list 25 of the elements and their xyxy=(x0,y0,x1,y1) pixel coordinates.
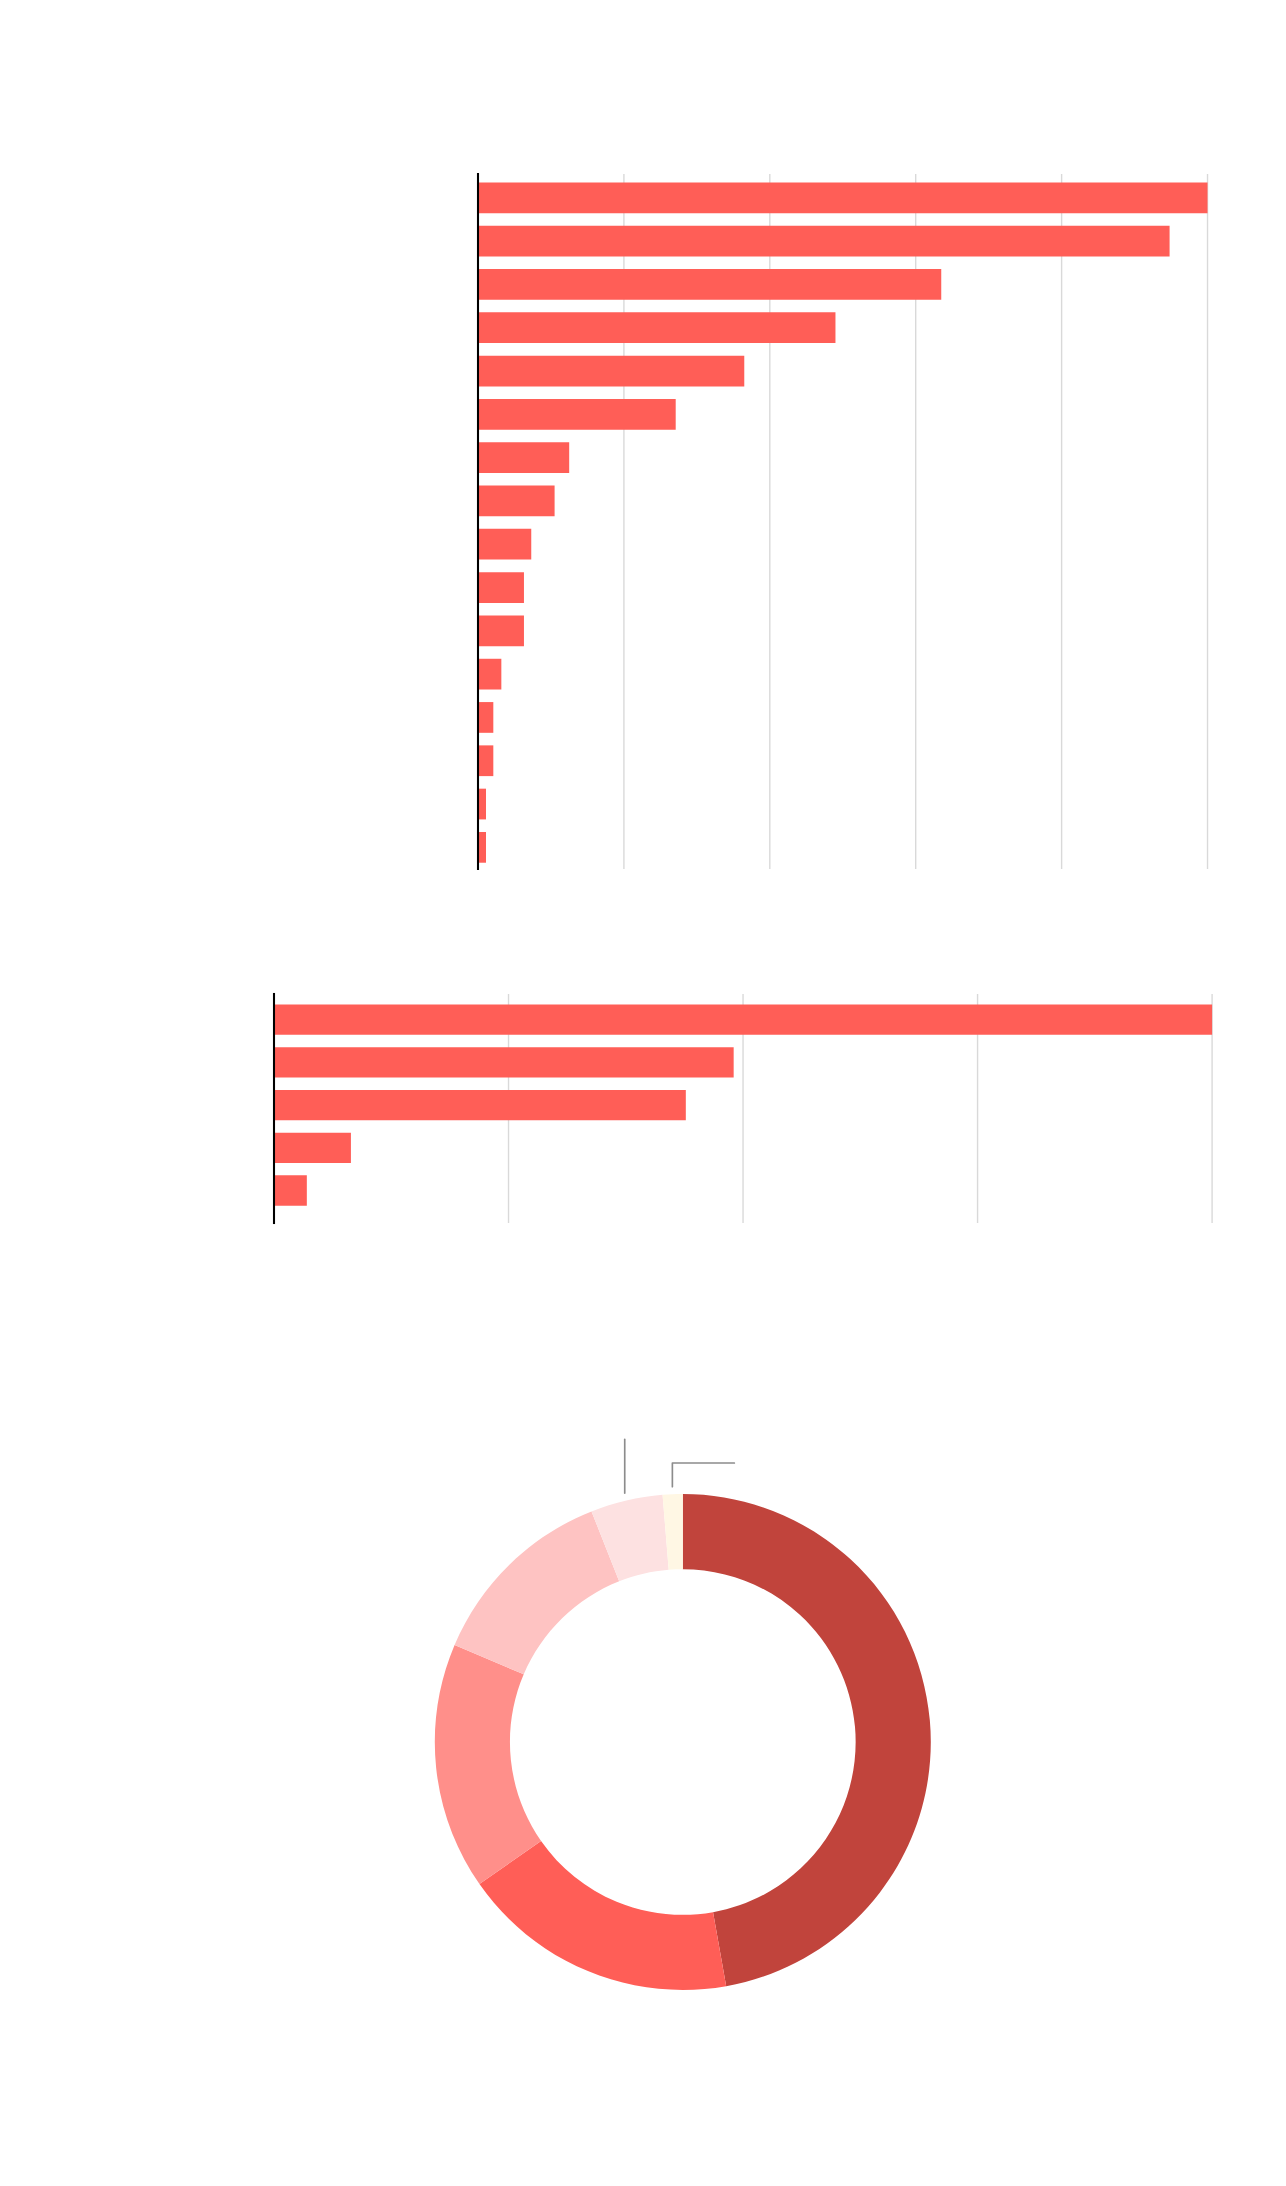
donut-slice xyxy=(479,1840,727,1990)
bar xyxy=(274,1175,307,1206)
bar xyxy=(478,572,524,603)
bar xyxy=(478,528,532,560)
bar xyxy=(478,702,494,733)
bar xyxy=(478,269,942,300)
donut-slice xyxy=(454,1511,620,1675)
bar xyxy=(274,1004,1213,1035)
bar xyxy=(274,1089,686,1121)
donut-slice xyxy=(662,1494,683,1570)
bar xyxy=(478,658,502,690)
bar xyxy=(478,615,524,647)
bar xyxy=(478,485,555,517)
donut-slice xyxy=(434,1644,542,1884)
bar xyxy=(274,1047,734,1078)
bar xyxy=(478,355,745,387)
bar xyxy=(478,312,836,344)
bar xyxy=(478,182,1208,214)
bar xyxy=(478,398,676,430)
bar xyxy=(478,225,1170,257)
bar xyxy=(274,1132,351,1163)
bar xyxy=(478,745,494,777)
bar xyxy=(478,442,570,473)
donut-slice xyxy=(682,1494,931,1987)
donut-slice xyxy=(591,1494,669,1582)
